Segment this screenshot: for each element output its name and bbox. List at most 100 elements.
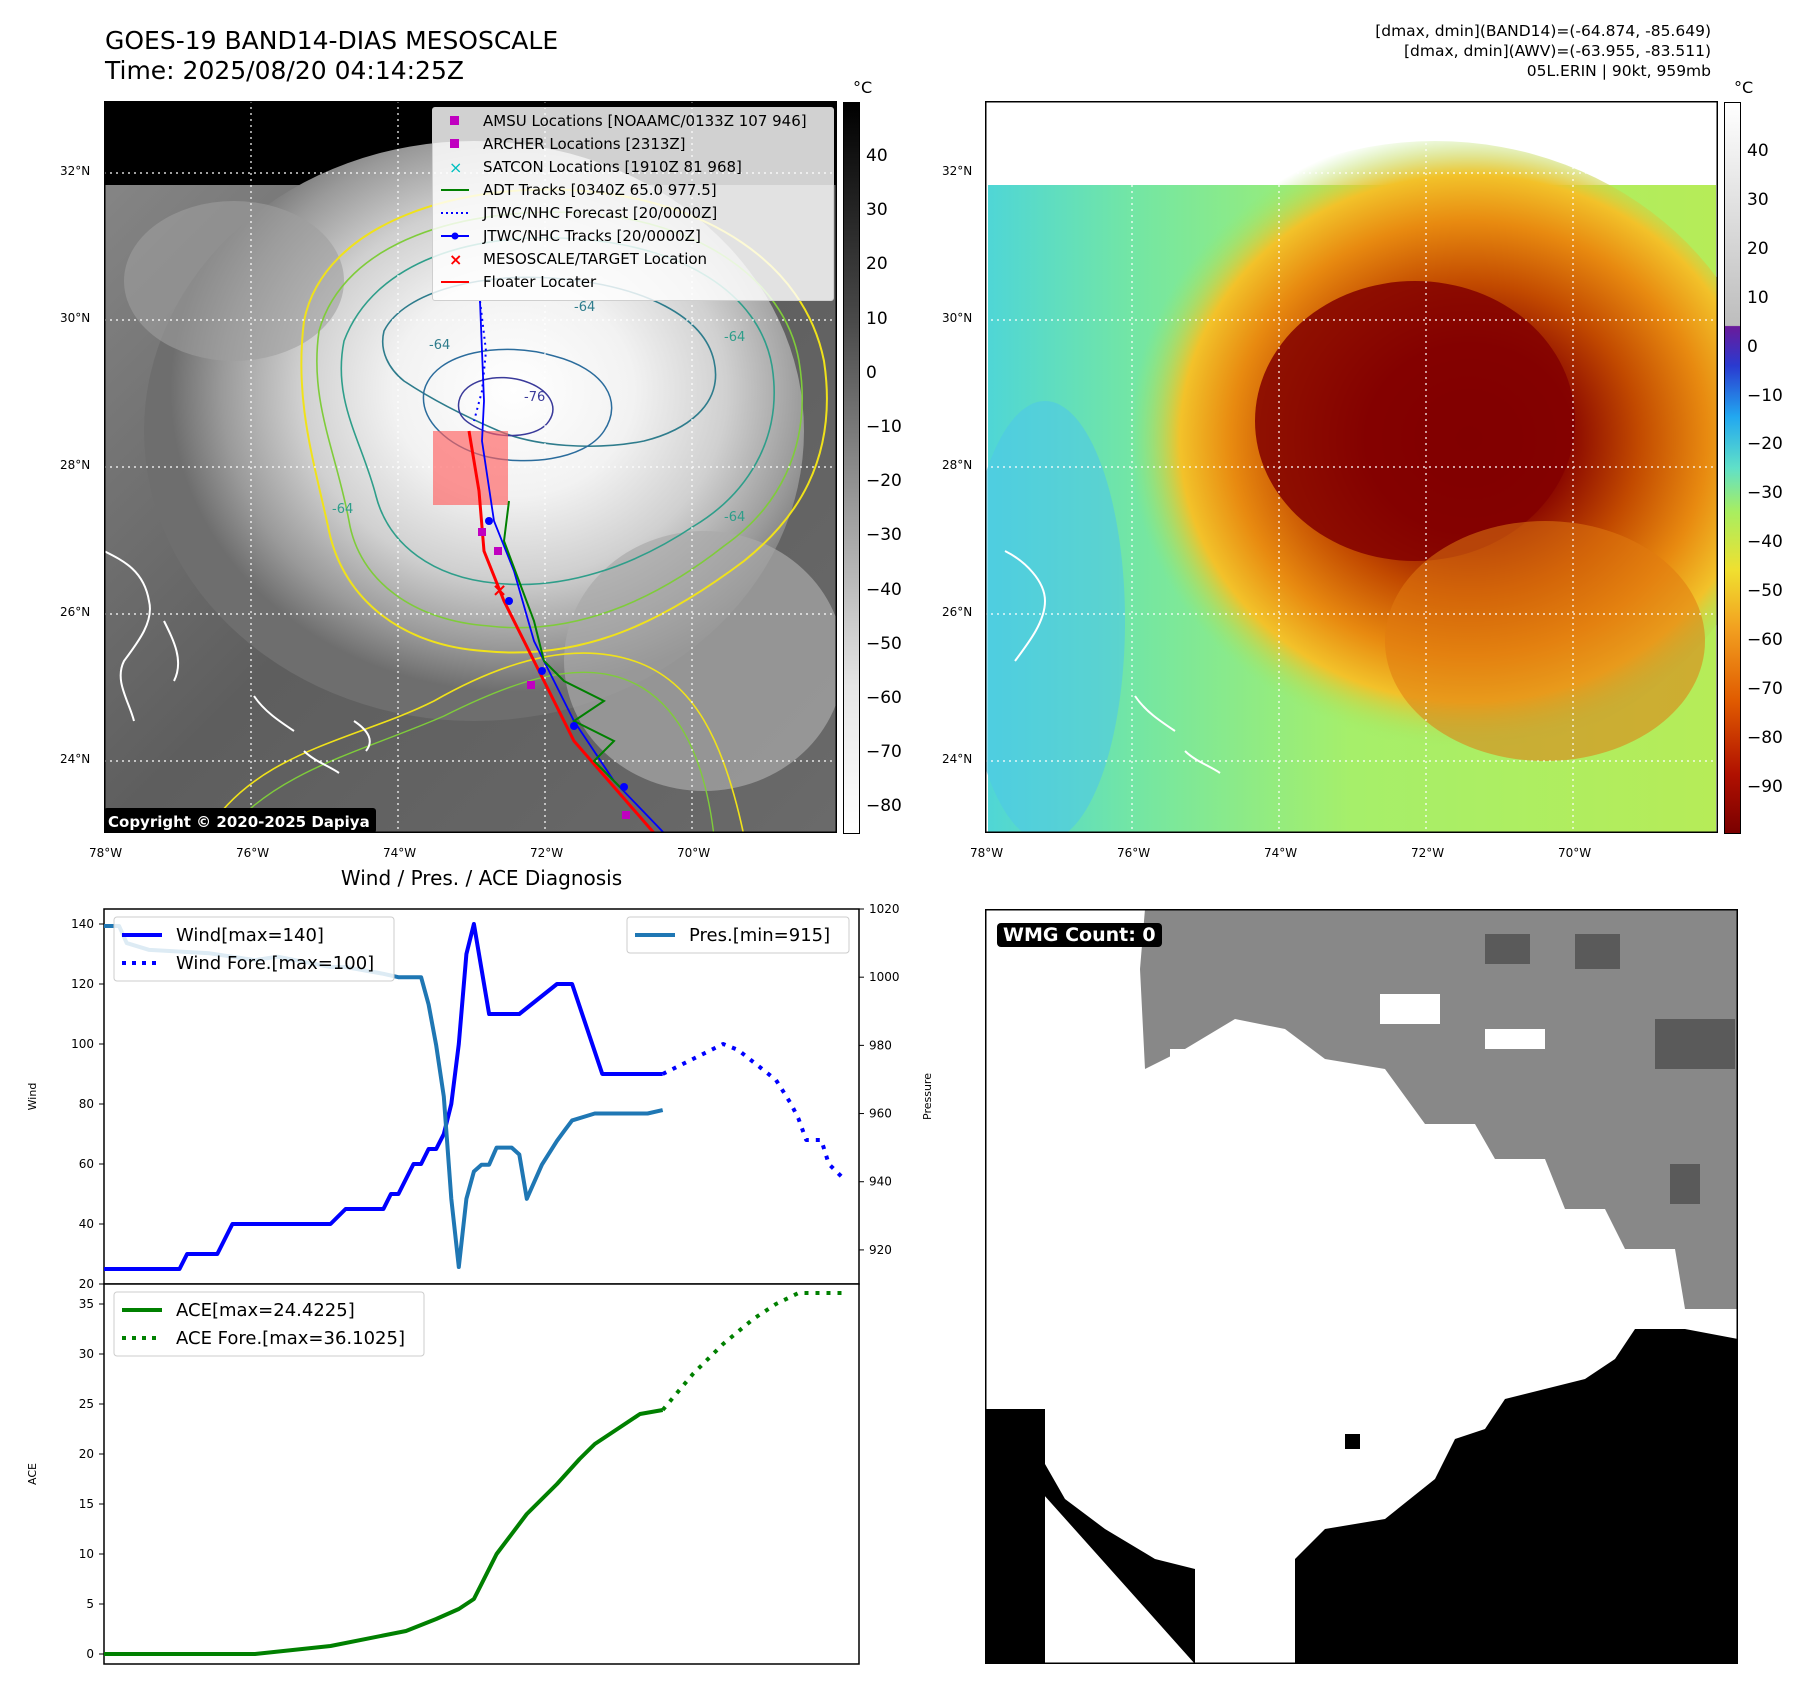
wv-lon-label: 76°W xyxy=(1117,846,1151,860)
floater-track xyxy=(467,430,656,834)
contour-label: -64 xyxy=(724,330,745,345)
wv-colorbar-tick: 10 xyxy=(1747,287,1769,308)
ir-lon-label: 72°W xyxy=(530,846,564,860)
awv-range: [dmax, dmin](AWV)=(-63.955, -83.511) xyxy=(1404,42,1711,60)
contour-label: -64 xyxy=(574,300,595,315)
copyright: Copyright © 2020-2025 Dapiya xyxy=(108,813,370,831)
ace-legend-label: ACE[max=24.4225] xyxy=(176,1300,355,1321)
ir-colorbar-tick: 40 xyxy=(866,146,888,166)
wind-y2tick-label: 1020 xyxy=(869,902,900,916)
wmg-count-badge: WMG Count: 0 xyxy=(997,923,1162,947)
wind-ytick-label: 40 xyxy=(79,1217,94,1231)
wv-colorbar-unit: °C xyxy=(1734,78,1754,97)
wv-colorbar-tick: 0 xyxy=(1747,336,1758,357)
ir-colorbar-tick: −70 xyxy=(866,742,902,763)
adt-track xyxy=(502,500,625,792)
nhc-track xyxy=(479,300,665,834)
contour-label: -64 xyxy=(724,510,745,525)
chart-title: GOES-19 BAND14-DIAS MESOSCALE xyxy=(105,26,559,55)
wv-lon-label: 78°W xyxy=(970,846,1004,860)
wv-colorbar-tick: −70 xyxy=(1747,678,1783,699)
ir-colorbar-tick: −50 xyxy=(866,633,902,654)
ir-map-panel: -64 -64 -76 -64 -64 -64 × Copyright © 20… xyxy=(103,101,844,837)
ace-ytick-label: 10 xyxy=(79,1547,94,1561)
ir-colorbar-unit: °C xyxy=(853,78,873,97)
wind-ylabel: Wind xyxy=(26,1083,39,1111)
wv-colorbar-tick: −20 xyxy=(1747,434,1783,455)
wv-lat-label: 26°N xyxy=(942,605,973,619)
nhc-forecast xyxy=(473,300,488,422)
pressure-legend-box xyxy=(626,916,850,954)
band14-range: [dmax, dmin](BAND14)=(-64.874, -85.649) xyxy=(1375,22,1711,40)
ir-lat-label: 32°N xyxy=(60,164,91,178)
ir-lat-label: 24°N xyxy=(60,752,91,766)
wind-y2tick-label: 1000 xyxy=(869,970,900,984)
target-marker-x: × xyxy=(492,580,507,601)
wv-lat-label: 30°N xyxy=(942,311,973,325)
wind-ytick-label: 120 xyxy=(71,977,94,991)
wv-colorbar-tick: −50 xyxy=(1747,581,1783,602)
wv-lat-label: 24°N xyxy=(942,752,973,766)
ir-colorbar-tick: 20 xyxy=(866,254,888,275)
ir-lon-label: 78°W xyxy=(89,846,123,860)
ace-series-line xyxy=(104,1408,664,1656)
wv-gridlines xyxy=(985,101,1718,833)
ir-lon-label: 76°W xyxy=(236,846,270,860)
wv-colorbar xyxy=(1724,102,1741,834)
ir-lat-label: 28°N xyxy=(60,458,91,472)
svg-text:×: × xyxy=(449,158,462,176)
ir-colorbar-tick: −30 xyxy=(866,525,902,546)
wind-legend-label: Wind[max=140] xyxy=(176,925,324,946)
contour-label: -64 xyxy=(332,502,353,517)
wv-map-panel xyxy=(965,101,1775,841)
ir-lat-label: 26°N xyxy=(60,605,91,619)
ace-ytick-label: 30 xyxy=(79,1347,94,1361)
contour-label: -76 xyxy=(524,390,545,405)
wv-colorbar-tick: −10 xyxy=(1747,385,1783,406)
ace-ytick-label: 5 xyxy=(86,1597,94,1611)
ace-ytick-label: 0 xyxy=(86,1647,94,1661)
wind-y2label: Pressure xyxy=(921,1073,934,1120)
wind-ytick-label: 60 xyxy=(79,1157,94,1171)
pressure-legend-label: Pres.[min=915] xyxy=(689,925,830,946)
ir-map-legend: AMSU Locations [NOAAMC/0133Z 107 946] AR… xyxy=(432,107,834,301)
wv-colorbar-tick: 40 xyxy=(1747,141,1769,161)
nhc-track-points xyxy=(485,517,628,791)
wv-colorbar-tick: 30 xyxy=(1747,189,1769,210)
wv-lat-label: 28°N xyxy=(942,458,973,472)
ir-colorbar-tick: −40 xyxy=(866,579,902,600)
wv-lon-label: 72°W xyxy=(1411,846,1445,860)
ir-colorbar-tick: 0 xyxy=(866,362,877,383)
svg-text:×: × xyxy=(449,250,462,268)
wind-legend-label: Wind Fore.[max=100] xyxy=(176,953,374,974)
ace-ytick-label: 20 xyxy=(79,1447,94,1461)
wind-y2tick-label: 920 xyxy=(869,1243,892,1257)
ace-legend-label: ACE Fore.[max=36.1025] xyxy=(176,1328,405,1349)
wv-lon-label: 70°W xyxy=(1558,846,1592,860)
ir-colorbar-tick: 30 xyxy=(866,200,888,221)
wmg-mask-image xyxy=(985,909,1738,1664)
ir-lat-label: 30°N xyxy=(60,311,91,325)
wv-colorbar-tick: −60 xyxy=(1747,630,1783,650)
wind-ytick-label: 80 xyxy=(79,1097,94,1111)
wind-y2tick-label: 960 xyxy=(869,1107,892,1121)
wind-y2tick-label: 980 xyxy=(869,1038,892,1052)
wv-colorbar-tick: −90 xyxy=(1747,776,1783,797)
ace-ytick-label: 25 xyxy=(79,1397,94,1411)
ir-lon-label: 70°W xyxy=(677,846,711,860)
wmg-panel: WMG Count: 0 xyxy=(985,909,1738,1664)
ir-colorbar-tick: −20 xyxy=(866,471,902,492)
ace-ytick-label: 35 xyxy=(79,1297,94,1311)
wv-map-image xyxy=(965,101,1775,841)
wind-ytick-label: 140 xyxy=(71,917,94,931)
ace-legend-box xyxy=(113,1291,425,1357)
diag-title: Wind / Pres. / ACE Diagnosis xyxy=(340,866,623,890)
wv-colorbar-tick: −30 xyxy=(1747,483,1783,504)
ace-series-line xyxy=(661,1291,844,1412)
contour-label: -64 xyxy=(429,338,450,353)
ir-colorbar-tick: −80 xyxy=(866,796,902,817)
wind-ytick-label: 20 xyxy=(79,1277,94,1291)
wv-lat-label: 32°N xyxy=(942,164,973,178)
wv-colorbar-tick: −80 xyxy=(1747,727,1783,748)
amsu-points xyxy=(478,528,630,819)
